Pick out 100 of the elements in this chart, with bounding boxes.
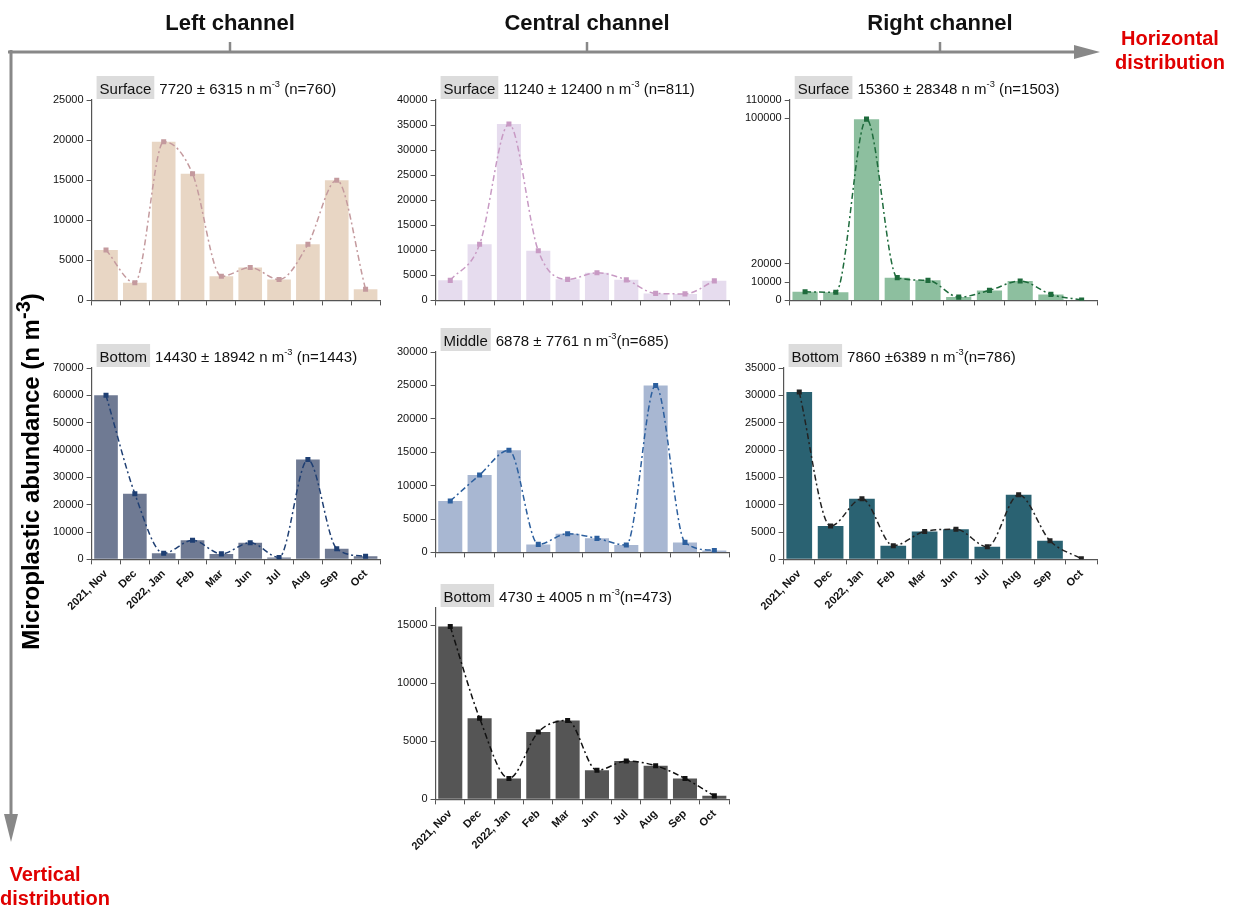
point <box>190 171 196 177</box>
y-tick-label: 10000 <box>396 478 428 491</box>
y-tick-label: 5000 <box>403 268 428 281</box>
y-tick-label: 30000 <box>744 388 776 401</box>
point <box>890 543 896 549</box>
bar <box>438 500 463 552</box>
bar <box>467 474 492 552</box>
point <box>922 528 928 534</box>
point <box>276 277 282 283</box>
point <box>711 793 717 799</box>
bar <box>943 529 969 559</box>
bar <box>296 244 320 300</box>
point <box>535 248 541 254</box>
y-tick-label: 20000 <box>751 256 782 269</box>
y-tick-label: 100000 <box>744 111 782 124</box>
point <box>477 241 483 247</box>
point <box>1017 278 1023 284</box>
y-tick-label: 5000 <box>59 253 84 266</box>
x-tick-label: Feb <box>519 806 543 830</box>
bar <box>584 272 609 300</box>
point <box>682 539 688 545</box>
point <box>682 291 688 297</box>
bar <box>880 545 907 559</box>
x-tick-label: Aug <box>635 807 660 831</box>
bar <box>180 173 205 300</box>
point <box>1016 492 1022 498</box>
bar <box>296 459 320 559</box>
y-tick-label: 30000 <box>396 143 428 156</box>
chart-title: Right channel <box>866 10 1014 36</box>
point <box>565 717 571 724</box>
y-tick-label: 35000 <box>744 361 776 374</box>
y-tick-label: 15000 <box>744 470 776 483</box>
bar <box>209 553 234 559</box>
bar <box>151 141 176 300</box>
bar <box>94 249 118 300</box>
bar <box>911 531 938 559</box>
x-tick-label: Sep <box>665 806 689 830</box>
bar <box>496 124 521 300</box>
point <box>506 775 512 781</box>
x-tick-label: Jul <box>262 567 283 587</box>
point <box>132 491 138 497</box>
point <box>1048 291 1054 297</box>
point <box>859 496 865 502</box>
text: Bottom <box>99 348 148 365</box>
y-tick-label: 10000 <box>751 275 782 288</box>
point <box>623 277 629 283</box>
y-tick-label: 50000 <box>52 415 84 428</box>
bar <box>123 493 147 559</box>
x-tick-label: Sep <box>1030 566 1054 590</box>
bar <box>94 395 118 559</box>
y-tick-label: 40000 <box>396 93 428 106</box>
y-tick-label: 110000 <box>745 93 782 106</box>
point <box>623 758 629 764</box>
y-tick-label: 40000 <box>52 443 84 456</box>
point <box>535 729 541 735</box>
y-tick-label: 15000 <box>396 618 428 631</box>
x-tick-label: Jun <box>937 566 960 590</box>
point <box>565 276 571 282</box>
point <box>653 382 659 388</box>
point <box>334 177 340 183</box>
point <box>1047 538 1053 544</box>
bar <box>614 279 639 300</box>
point <box>218 273 224 279</box>
chart-title: Central channel <box>503 10 671 36</box>
bar <box>614 545 639 552</box>
point <box>682 775 688 781</box>
text: Bottom <box>443 588 492 605</box>
y-tick-label: 35000 <box>396 118 428 131</box>
point <box>864 116 870 122</box>
y-tick-label: 25000 <box>52 93 84 106</box>
bar <box>915 280 941 300</box>
bar <box>584 538 609 552</box>
y-tick-label: 0 <box>421 792 428 805</box>
point <box>984 544 990 550</box>
y-tick-label: 0 <box>421 545 428 558</box>
y-tick-label: 60000 <box>52 388 84 401</box>
x-tick-label: Jun <box>231 566 254 590</box>
y-tick-label: 15000 <box>396 445 428 458</box>
point <box>653 290 659 296</box>
text: Surface <box>99 80 152 97</box>
point <box>986 287 992 293</box>
point <box>363 553 369 559</box>
y-tick-label: 10000 <box>52 213 84 226</box>
text: Vertical distribution <box>0 862 110 910</box>
point <box>161 139 167 145</box>
x-tick-label: Aug <box>998 567 1023 591</box>
bar <box>555 533 580 552</box>
y-tick-label: 30000 <box>396 345 428 358</box>
point <box>190 537 196 543</box>
x-tick-label: Mar <box>905 566 929 590</box>
x-tick-label: Aug <box>287 567 312 591</box>
point <box>363 286 369 292</box>
bar <box>849 498 875 559</box>
y-tick-label: 0 <box>769 552 776 565</box>
point <box>1078 556 1084 560</box>
bar <box>238 542 263 559</box>
x-tick-label: Dec <box>460 807 484 830</box>
bar <box>817 526 844 559</box>
point <box>447 277 453 283</box>
point <box>711 547 717 553</box>
